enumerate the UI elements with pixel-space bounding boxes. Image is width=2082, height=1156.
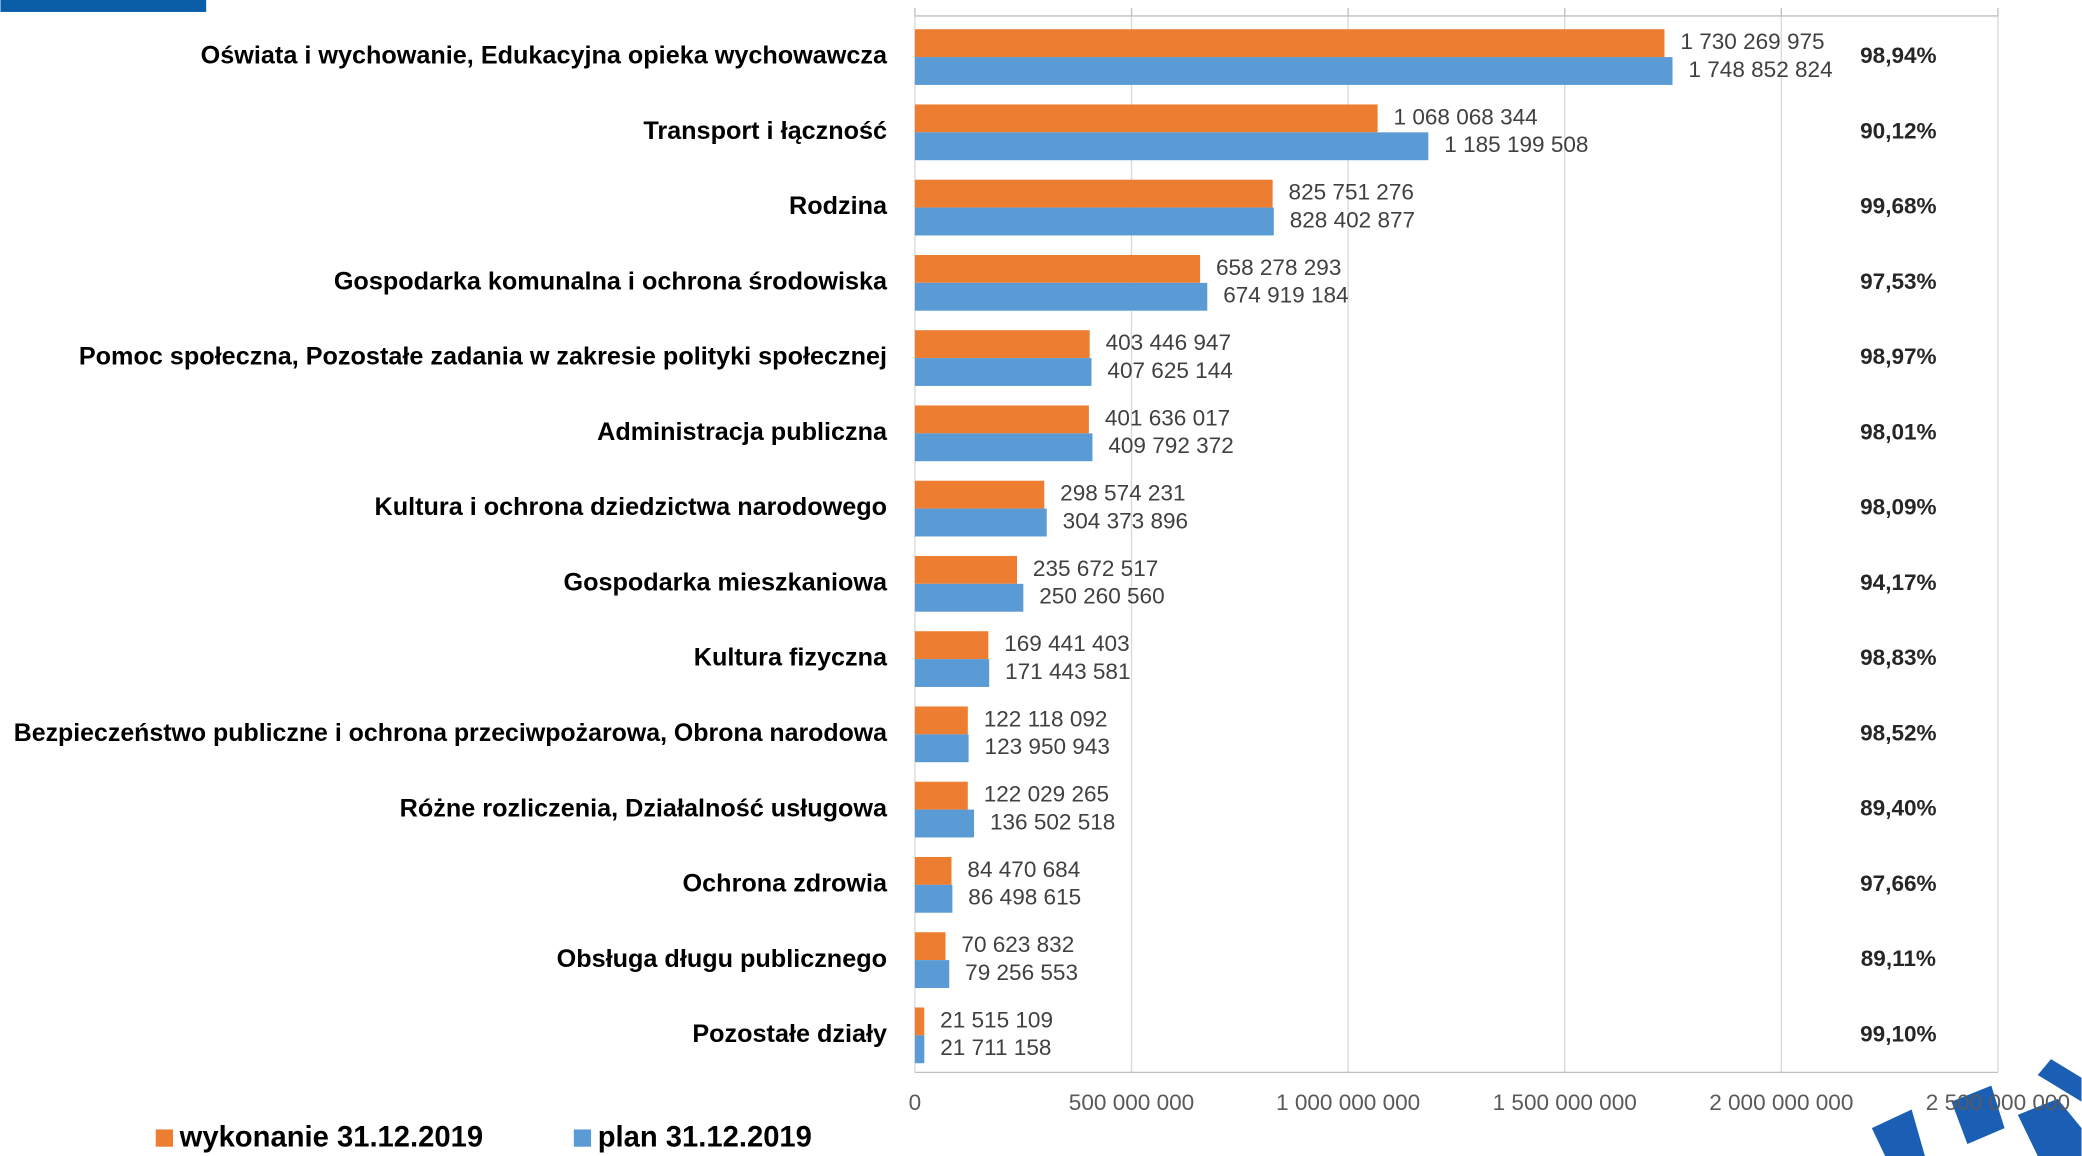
bar: [914, 179, 1273, 208]
category-label: Pozostałe działy: [692, 1020, 887, 1048]
bar: [914, 932, 946, 961]
value-label: 1 185 199 508: [1444, 132, 1588, 157]
value-label: 407 625 144: [1107, 358, 1232, 383]
rate-label: 98,94%: [1860, 43, 1936, 68]
category-label: Różne rozliczenia, Działalność usługowa: [400, 794, 888, 822]
bar: [914, 282, 1208, 311]
bar: [914, 330, 1090, 359]
category-label: Kultura fizyczna: [694, 644, 888, 672]
bar: [914, 207, 1274, 236]
bar: [914, 884, 953, 913]
category-label: Transport i łączność: [643, 117, 887, 145]
bar: [914, 405, 1089, 434]
bar: [914, 480, 1045, 509]
bar: [914, 1007, 925, 1036]
value-label: 235 672 517: [1033, 556, 1158, 581]
bar: [914, 781, 968, 810]
bar: [914, 583, 1024, 612]
rate-label: 97,53%: [1860, 269, 1936, 294]
category-label: Bezpieczeństwo publiczne i ochrona przec…: [14, 719, 888, 747]
rate-label: 98,97%: [1860, 344, 1936, 369]
x-tick-label: 2 500 000 000: [1926, 1090, 2070, 1115]
value-label: 122 118 092: [984, 706, 1108, 731]
rate-label: 90,12%: [1860, 118, 1936, 143]
category-label: Pomoc społeczna, Pozostałe zadania w zak…: [79, 343, 887, 371]
value-label: 1 730 269 975: [1680, 29, 1824, 54]
value-label: 123 950 943: [985, 734, 1110, 759]
legend-swatch: [573, 1129, 592, 1147]
category-label: Administracja publiczna: [597, 418, 888, 446]
bar: [914, 104, 1378, 133]
bar: [914, 254, 1201, 283]
bar: [914, 508, 1047, 537]
logo: [1871, 1059, 2082, 1156]
bar: [914, 706, 968, 735]
value-label: 70 623 832: [961, 932, 1074, 957]
bar: [914, 734, 969, 763]
value-label: 658 278 293: [1216, 255, 1341, 280]
value-label: 122 029 265: [984, 782, 1109, 807]
bar: [914, 358, 1092, 386]
bar: [914, 57, 1673, 85]
value-label: 1 068 068 344: [1394, 104, 1538, 129]
x-tick-label: 0: [909, 1090, 922, 1115]
value-label: 825 751 276: [1289, 180, 1414, 205]
bar: [914, 132, 1429, 161]
category-label: Oświata i wychowanie, Edukacyjna opieka …: [201, 42, 888, 70]
x-tick-label: 500 000 000: [1069, 1090, 1194, 1115]
rate-label: 99,68%: [1860, 194, 1936, 219]
legend-label: plan 31.12.2019: [598, 1121, 812, 1153]
value-label: 828 402 877: [1290, 207, 1415, 232]
rate-label: 98,52%: [1860, 720, 1936, 745]
rate-label: 94,17%: [1860, 570, 1936, 595]
bar: [914, 659, 990, 687]
category-label: Gospodarka mieszkaniowa: [563, 568, 888, 596]
rate-label: 89,11%: [1861, 946, 1936, 971]
value-label: 136 502 518: [990, 809, 1115, 834]
value-label: 84 470 684: [967, 857, 1080, 882]
rate-label: 98,83%: [1860, 645, 1936, 670]
bar: [914, 809, 975, 838]
value-label: 409 792 372: [1108, 433, 1233, 458]
header-bar: [0, 0, 207, 12]
category-label: Kultura i ochrona dziedzictwa narodowego: [375, 493, 888, 521]
category-label: Obsługa długu publicznego: [557, 945, 887, 973]
value-label: 21 515 109: [940, 1007, 1053, 1032]
bar: [914, 631, 989, 660]
x-tick-label: 1 000 000 000: [1276, 1090, 1420, 1115]
value-label: 674 919 184: [1223, 283, 1348, 308]
value-label: 171 443 581: [1005, 659, 1130, 684]
category-label: Ochrona zdrowia: [683, 870, 888, 898]
value-label: 403 446 947: [1106, 330, 1231, 355]
legend-label: wykonanie 31.12.2019: [179, 1121, 483, 1153]
bar: [914, 433, 1093, 462]
rate-label: 98,01%: [1860, 419, 1936, 444]
value-label: 79 256 553: [965, 960, 1078, 985]
category-label: Gospodarka komunalna i ochrona środowisk…: [334, 267, 888, 295]
value-label: 250 260 560: [1039, 584, 1164, 609]
bar: [914, 960, 950, 988]
value-label: 298 574 231: [1060, 481, 1185, 506]
rate-label: 89,40%: [1860, 796, 1936, 821]
rate-label: 99,10%: [1860, 1021, 1936, 1046]
bar: [914, 856, 952, 885]
x-tick-label: 2 000 000 000: [1709, 1090, 1853, 1115]
value-label: 169 441 403: [1004, 631, 1129, 656]
bar: [914, 1035, 925, 1064]
rate-label: 97,66%: [1860, 871, 1936, 896]
legend-swatch: [155, 1129, 174, 1147]
bar: [914, 29, 1665, 58]
rate-label: 98,09%: [1860, 495, 1936, 520]
category-label: Rodzina: [789, 192, 888, 220]
value-label: 21 711 158: [940, 1035, 1051, 1060]
value-label: 401 636 017: [1105, 405, 1230, 430]
value-label: 304 373 896: [1063, 508, 1188, 533]
value-label: 86 498 615: [968, 885, 1081, 910]
bar: [914, 555, 1018, 584]
value-label: 1 748 852 824: [1688, 57, 1832, 82]
x-tick-label: 1 500 000 000: [1493, 1090, 1637, 1115]
